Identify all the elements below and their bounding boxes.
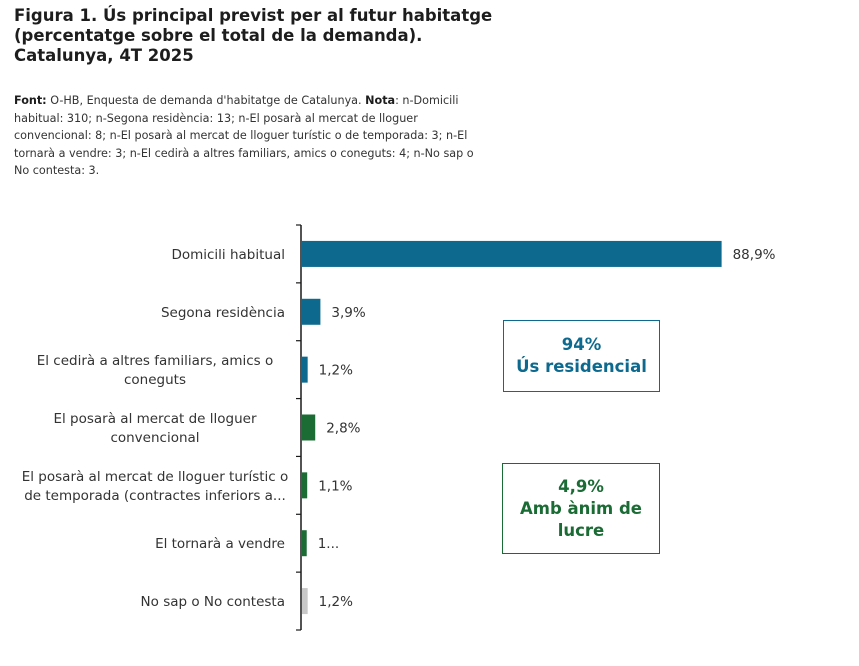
profit-motive-callout: 4,9% Amb ànim de lucre [502, 463, 660, 554]
data-label-6: 1... [318, 536, 339, 552]
bar-3 [302, 356, 308, 383]
category-label-2: Segona residència [161, 305, 285, 321]
bar-2 [302, 298, 321, 325]
data-label-1: 88,9% [733, 247, 776, 263]
category-label-5: El posarà al mercat de lloguer turístic … [22, 469, 289, 504]
category-label-6: El tornarà a vendre [155, 536, 285, 552]
data-label-3: 1,2% [319, 363, 353, 379]
note-label: Nota [365, 94, 396, 107]
bar-4 [302, 414, 316, 441]
residential-use-label: Ús residencial [516, 357, 647, 376]
data-label-4: 2,8% [326, 421, 360, 437]
source-text: O-HB, Enquesta de demanda d'habitatge de… [46, 94, 366, 107]
title-line-1: Figura 1. Ús principal previst per al fu… [14, 6, 493, 25]
title-line-2: (percentatge sobre el total de la demand… [14, 26, 423, 45]
profit-motive-label-line-2: lucre [557, 520, 605, 540]
residential-use-value: 94% [561, 335, 602, 354]
category-label-3: El cedirà a altres familiars, amics o con… [37, 353, 274, 388]
data-label-5: 1,1% [318, 478, 352, 494]
profit-motive-label-line-1: Amb ànim de [520, 498, 642, 518]
category-label-7: No sap o No contesta [141, 594, 285, 610]
data-label-7: 1,2% [319, 594, 353, 610]
profit-motive-value: 4,9% [558, 476, 604, 496]
residential-use-callout: 94% Ús residencial [503, 320, 660, 392]
data-label-2: 3,9% [331, 305, 365, 321]
source-label: Font: [14, 94, 47, 107]
bar-5 [302, 472, 308, 499]
note-text: : n-Domicili habitual: 310; n-Segona res… [14, 94, 474, 177]
category-label-1: Domicili habitual [171, 247, 285, 263]
bar-7 [302, 588, 308, 615]
bar-6 [302, 530, 307, 557]
title-line-3: Catalunya, 4T 2025 [14, 46, 194, 65]
chart-title: Figura 1. Ús principal previst per al fu… [14, 6, 493, 66]
category-label-4: El posarà al mercat de lloguer convencion… [53, 411, 256, 446]
source-note: Font: O-HB, Enquesta de demanda d'habita… [14, 92, 474, 180]
bar-1 [302, 240, 722, 267]
